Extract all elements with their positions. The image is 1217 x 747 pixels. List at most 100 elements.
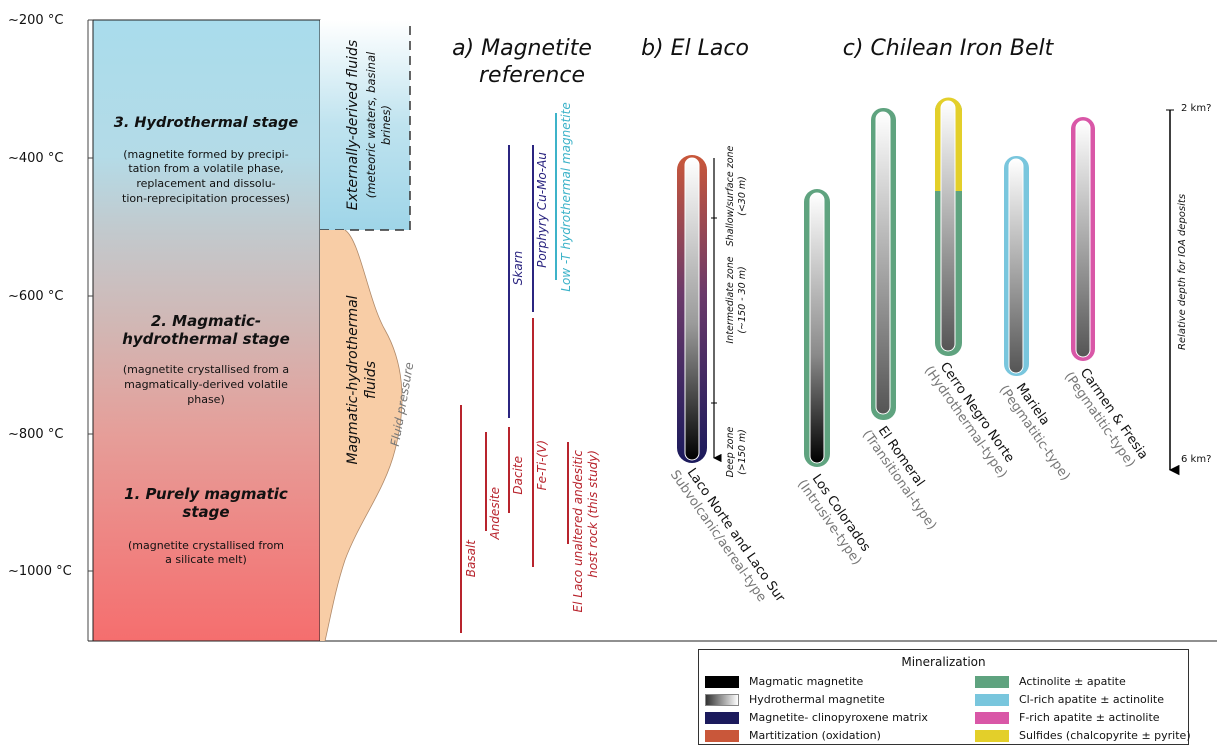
stage-column	[92, 19, 321, 642]
external-fluids-label: Externally-derived fluids (meteoric wate…	[345, 40, 393, 210]
legend-item: Magmatic magnetite	[705, 675, 863, 688]
svg-text:(<30 m): (<30 m)	[737, 176, 748, 216]
legend-label: Actinolite ± apatite	[1019, 675, 1126, 688]
legend-label: F-rich apatite ± actinolite	[1019, 711, 1160, 724]
legend-swatch	[975, 729, 1009, 742]
svg-text:Low -T hydrothermal magnetite: Low -T hydrothermal magnetite	[559, 102, 573, 291]
svg-text:Fe-Ti-(V): Fe-Ti-(V)	[535, 440, 549, 490]
section-c-title: c) Chilean Iron Belt	[843, 36, 1055, 61]
andesite-label: Andesite	[488, 487, 502, 541]
stage-2-desc: (magnetite crystallised from a	[123, 363, 289, 376]
legend-swatch	[975, 693, 1009, 706]
temp-label: ~800 °C	[8, 427, 63, 442]
los-colorados-label: Los Colorados (Intrusive-type)	[794, 472, 873, 568]
fluid-pressure-curve	[324, 229, 403, 642]
svg-text:Intermediate zone: Intermediate zone	[725, 256, 736, 343]
mariela-core	[1008, 158, 1024, 374]
porphyry-label: Porphyry Cu-Mo-Au	[535, 152, 549, 268]
stage-2-desc: magmatically-derived volatile	[124, 378, 288, 391]
legend-item: Cl-rich apatite ± actinolite	[975, 693, 1164, 706]
legend-label: Martitization (oxidation)	[749, 729, 881, 742]
deep-zone-label: Deep zone (>150 m)	[725, 426, 748, 477]
stage-2-title: hydrothermal stage	[122, 330, 290, 348]
section-a-title: reference	[479, 63, 585, 88]
legend-item: Hydrothermal magnetite	[705, 693, 885, 706]
temp-label: ~1000 °C	[8, 564, 72, 579]
host-rock-label: El Laco unaltered andesitic host rock (t…	[571, 450, 600, 613]
legend-item: Martitization (oxidation)	[705, 729, 881, 742]
temp-label: ~400 °C	[8, 151, 63, 166]
svg-text:brines): brines)	[379, 105, 393, 145]
svg-text:Deep zone: Deep zone	[725, 426, 736, 477]
skarn-label: Skarn	[511, 251, 525, 285]
legend-swatch	[705, 729, 739, 742]
legend-label: Magnetite- clinopyroxene matrix	[749, 711, 928, 724]
stage-3-desc: tation from a volatile phase,	[128, 162, 283, 175]
legend-item: Sulfides (chalcopyrite ± pyrite)	[975, 729, 1191, 742]
svg-text:Andesite: Andesite	[488, 487, 502, 541]
carmen-fresia-label: Carmen & Fresia (Pegmatitic-type)	[1061, 366, 1151, 471]
svg-text:(>150 m): (>150 m)	[737, 429, 748, 475]
svg-text:Externally-derived fluids: Externally-derived fluids	[345, 40, 361, 210]
los-colorados-core	[809, 192, 825, 464]
section-a-title: a) Magnetite	[452, 36, 592, 61]
legend-swatch	[975, 711, 1009, 724]
cerro-negro-norte-label: Cerro Negro Norte (Hydrothermal-type)	[921, 360, 1017, 481]
basalt-label: Basalt	[464, 539, 478, 578]
legend: Mineralization Magmatic magnetite Hydrot…	[698, 649, 1191, 745]
legend-item: Actinolite ± apatite	[975, 675, 1126, 688]
svg-text:Basalt: Basalt	[464, 539, 478, 578]
legend-item: Magnetite- clinopyroxene matrix	[705, 711, 928, 724]
legend-swatch	[975, 675, 1009, 688]
magmatic-fluids-area	[320, 230, 403, 641]
stage-2-title: 2. Magmatic-	[151, 312, 261, 330]
stage-1-desc: (magnetite crystallised from	[128, 539, 284, 552]
stage-3-desc: replacement and dissolu-	[136, 177, 275, 190]
external-fluids-area	[320, 20, 410, 230]
magmatic-fluids-label: Magmatic-hydrothermal fluids	[345, 295, 379, 464]
legend-swatch	[705, 693, 739, 706]
depth-top-label: 2 km?	[1181, 103, 1211, 114]
stage-2-desc: phase)	[187, 393, 225, 406]
legend-swatch	[705, 711, 739, 724]
section-b-title: b) El Laco	[641, 36, 749, 61]
svg-text:(meteoric waters, basinal: (meteoric waters, basinal	[364, 51, 378, 198]
svg-text:Laco Norte and Laco Sur: Laco Norte and Laco Sur	[684, 466, 788, 606]
svg-text:(~150 - 30 m): (~150 - 30 m)	[737, 266, 748, 333]
svg-text:host rock (this study): host rock (this study)	[586, 450, 600, 578]
laco-name-label: Laco Norte and Laco Sur Subvolcanic/aere…	[667, 466, 788, 606]
svg-text:Magmatic-hydrothermal: Magmatic-hydrothermal	[345, 295, 361, 464]
depth-axis-label: Relative depth for IOA deposits	[1177, 194, 1188, 350]
stage-3: 3. Hydrothermal stage (magnetite formed …	[114, 115, 299, 205]
stage-1-title: stage	[182, 503, 229, 521]
carmen-fresia-core	[1075, 120, 1091, 358]
stage-1-title: 1. Purely magmatic	[124, 485, 288, 503]
svg-text:fluids: fluids	[363, 361, 379, 399]
stage-3-title: 3. Hydrothermal stage	[114, 115, 299, 131]
el-romeral-core	[875, 111, 891, 415]
svg-text:Subvolcanic/aereal-type: Subvolcanic/aereal-type	[667, 468, 769, 605]
depth-bottom-label: 6 km?	[1181, 454, 1211, 465]
svg-text:Shallow/surface zone: Shallow/surface zone	[725, 145, 736, 246]
svg-text:Skarn: Skarn	[511, 251, 525, 285]
svg-text:(Hydrothermal-type): (Hydrothermal-type)	[921, 363, 1010, 481]
shallow-zone-label: Shallow/surface zone (<30 m)	[725, 145, 748, 246]
laco-bar-core	[684, 157, 700, 461]
stage-1-desc: a silicate melt)	[165, 553, 247, 566]
stage-3-desc: tion-reprecipitation processes)	[122, 192, 290, 205]
dacite-label: Dacite	[511, 456, 525, 495]
svg-text:Relative depth for IOA deposit: Relative depth for IOA deposits	[1177, 194, 1188, 350]
svg-text:El Laco unaltered andesitic: El Laco unaltered andesitic	[571, 450, 585, 613]
legend-label: Sulfides (chalcopyrite ± pyrite)	[1019, 729, 1191, 742]
stage-2: 2. Magmatic- hydrothermal stage (magneti…	[122, 312, 290, 406]
svg-text:Porphyry Cu-Mo-Au: Porphyry Cu-Mo-Au	[535, 152, 549, 268]
temp-label: ~600 °C	[8, 289, 63, 304]
external-fluids-dashed-border	[320, 20, 411, 231]
legend-label: Magmatic magnetite	[749, 675, 864, 688]
legend-swatch	[705, 675, 739, 688]
legend-item: F-rich apatite ± actinolite	[975, 711, 1160, 724]
fe-ti-v-label: Fe-Ti-(V)	[535, 440, 549, 490]
temp-label: ~200 °C	[8, 13, 63, 28]
svg-text:Dacite: Dacite	[511, 456, 525, 495]
